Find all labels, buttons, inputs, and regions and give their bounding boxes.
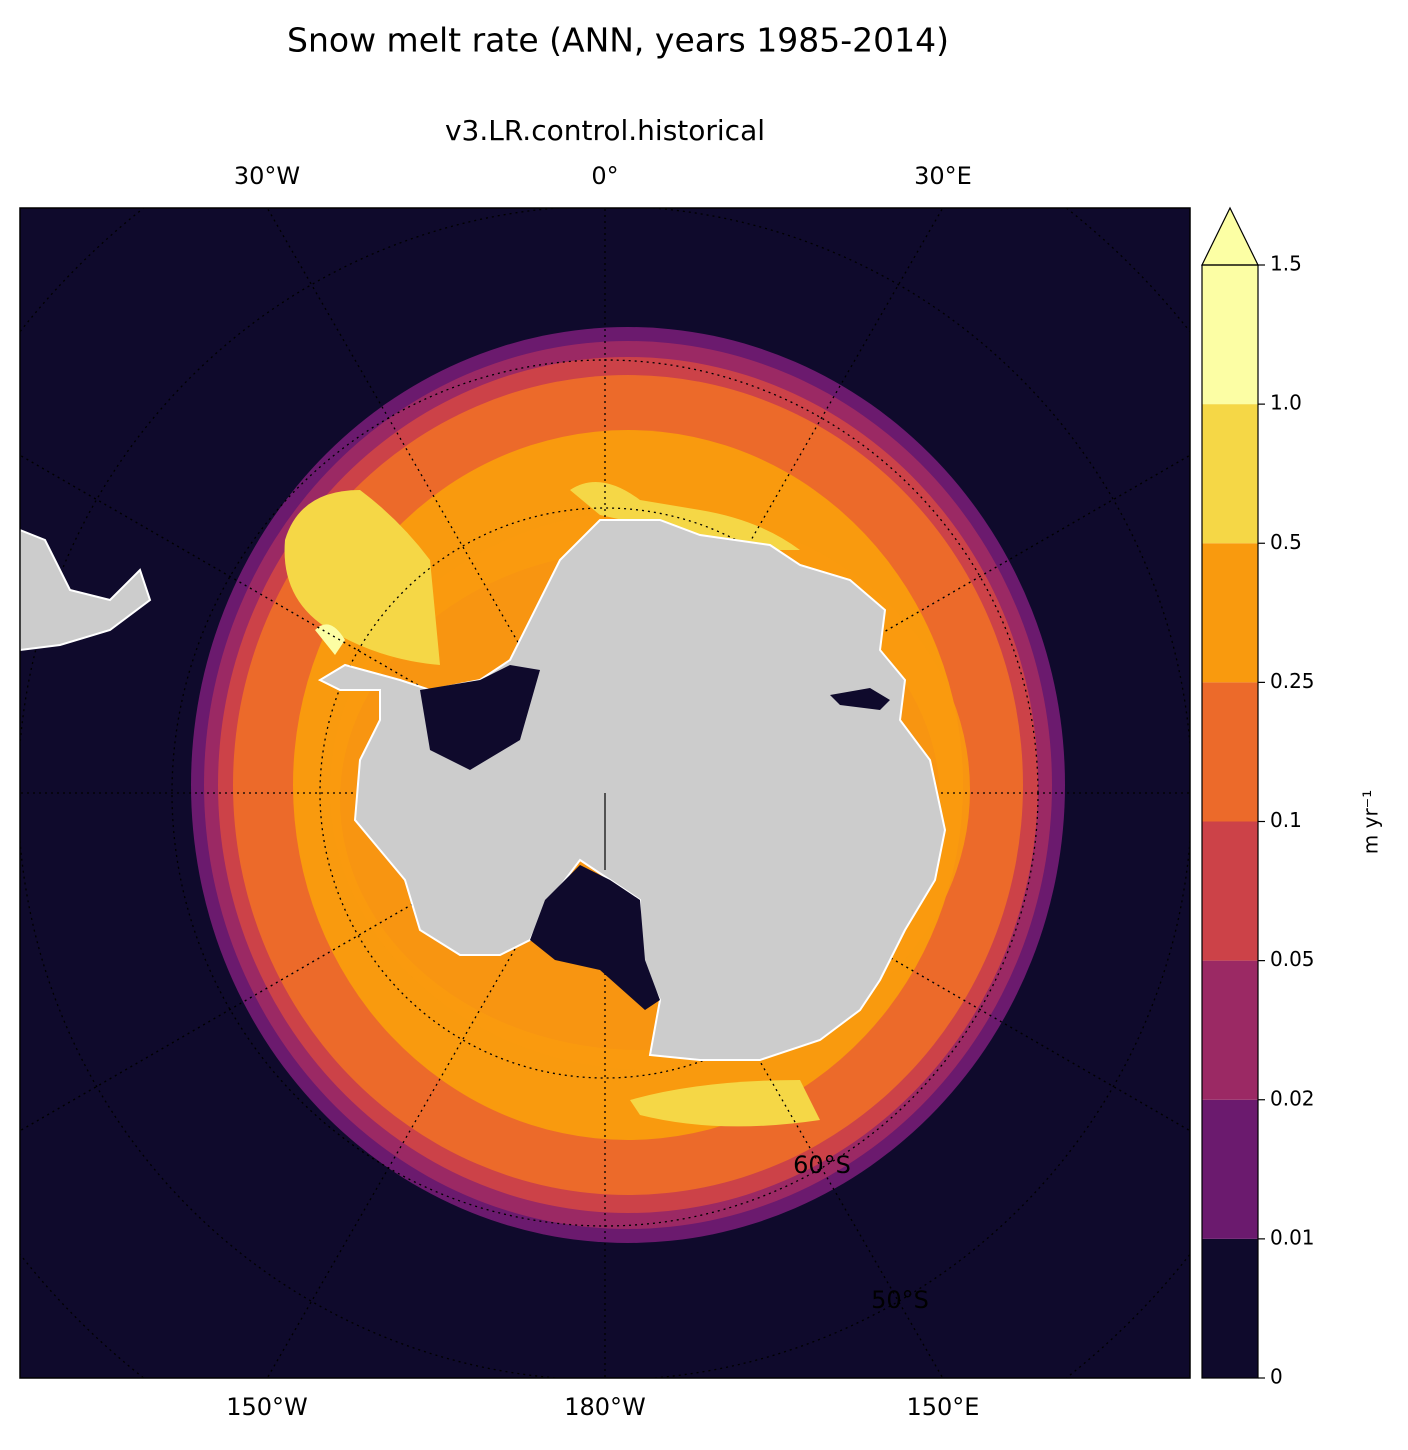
contour-fill [630,1080,820,1127]
meridian [604,792,944,1378]
south-america [20,528,152,652]
meridian [604,454,1190,794]
lon-label: 150°E [907,1393,980,1421]
colorbar-band [1202,960,1258,1100]
colorbar-band [1202,1099,1258,1239]
lon-label: 180°W [564,1393,646,1421]
meridian [604,792,1190,1132]
colorbar-tick-label: 1.0 [1270,391,1302,415]
ice-shelf-gap [830,688,890,710]
contour-fill [570,482,800,550]
meridian [604,208,944,794]
colorbar-tick-label: 0.1 [1270,808,1302,832]
contour-fill [315,624,345,655]
colorbar-band [1202,404,1258,544]
colorbar-extend [1201,206,1259,266]
lon-label: 30°E [914,162,972,190]
colorbar-band [1202,543,1258,683]
lon-label: 150°W [226,1393,308,1421]
meridian [266,208,606,794]
colorbar-tick-label: 0.02 [1270,1086,1315,1110]
colorbar-band [1202,821,1258,961]
colorbar-tick-label: 0.05 [1270,947,1315,971]
colorbar-label: m yr⁻¹ [1359,790,1383,854]
colorbar-tick-label: 0.25 [1270,669,1315,693]
colorbar-band [1202,682,1258,822]
colorbar-band [1202,265,1258,405]
map-frame [19,207,1191,1379]
lon-label: 0° [591,162,618,190]
ice-shelf-gap [420,665,540,770]
lat-label: 60°S [793,1151,851,1179]
colorbar-tick-label: 1.5 [1270,252,1302,276]
contour-fill [284,490,440,665]
colorbar-tick-label: 0.5 [1270,530,1302,554]
subtitle: v3.LR.control.historical [445,114,765,147]
colorbar-tick-label: 0 [1270,1365,1283,1389]
chart-title: Snow melt rate (ANN, years 1985-2014) [287,21,949,60]
meridian [20,454,606,794]
colorbar: 0 0.01 0.02 0.05 0.1 0.25 0.5 1.0 1.5 [1201,206,1315,1389]
ice-shelf-gap [530,865,660,1010]
colorbar-tick-label: 0.01 [1270,1225,1315,1249]
lat-label: 50°S [871,1286,929,1314]
meridian [266,792,606,1378]
colorbar-band [1202,1238,1258,1378]
meridian [20,792,606,1132]
lon-label: 30°W [234,162,300,190]
